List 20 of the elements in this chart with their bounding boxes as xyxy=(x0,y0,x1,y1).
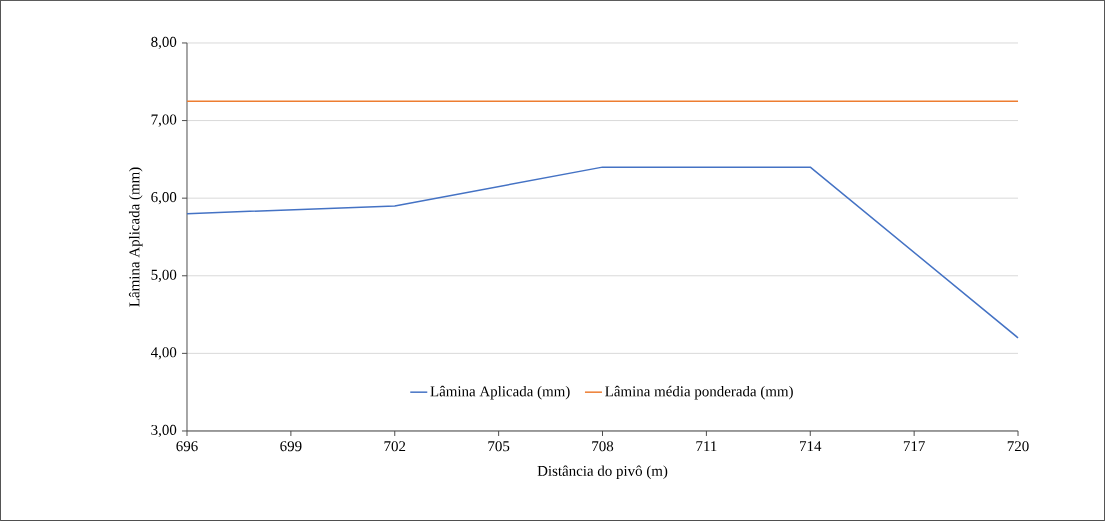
x-tick-label: 711 xyxy=(696,441,717,452)
x-tick-label: 708 xyxy=(592,441,614,452)
y-tick-label: 7,00 xyxy=(151,114,177,127)
legend-label: Lâmina média ponderada (mm) xyxy=(605,385,793,400)
x-tick-label: 702 xyxy=(384,441,406,452)
y-axis-title: Lâmina Aplicada (mm) xyxy=(128,167,143,307)
line-series xyxy=(186,166,1019,339)
y-tick-label: 6,00 xyxy=(151,192,177,205)
x-tick-label: 717 xyxy=(903,441,925,452)
y-tick-label: 3,00 xyxy=(151,424,177,438)
x-tick-label: 696 xyxy=(176,441,198,452)
y-tick-label: 4,00 xyxy=(150,347,177,360)
y-tick-label: 5,00 xyxy=(151,269,177,282)
x-tick-label: 699 xyxy=(280,441,302,452)
y-tick-label: 8,00 xyxy=(151,36,177,50)
x-tick-label: 705 xyxy=(488,441,510,452)
x-tick-label: 720 xyxy=(1007,441,1029,452)
legend-label: Lâmina Aplicada (mm) xyxy=(430,385,570,400)
x-tick-label: 714 xyxy=(800,441,822,452)
x-axis-title: Distância do pivô (m) xyxy=(537,465,668,479)
